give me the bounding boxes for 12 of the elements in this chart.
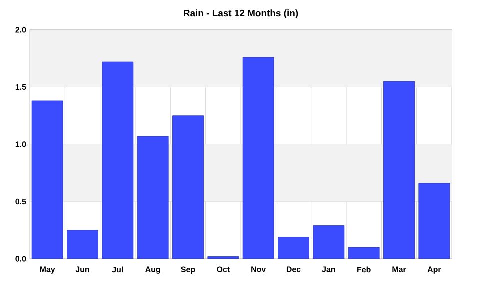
chart-title: Rain - Last 12 Months (in) <box>184 10 298 19</box>
bar <box>313 226 344 259</box>
bar <box>102 62 134 259</box>
bar <box>348 248 380 259</box>
bar <box>172 116 204 259</box>
bar <box>278 237 310 259</box>
bar <box>32 100 64 259</box>
bar <box>384 82 415 259</box>
bar <box>138 136 169 259</box>
bar <box>67 230 98 259</box>
bar <box>243 57 274 259</box>
bar <box>418 183 450 259</box>
